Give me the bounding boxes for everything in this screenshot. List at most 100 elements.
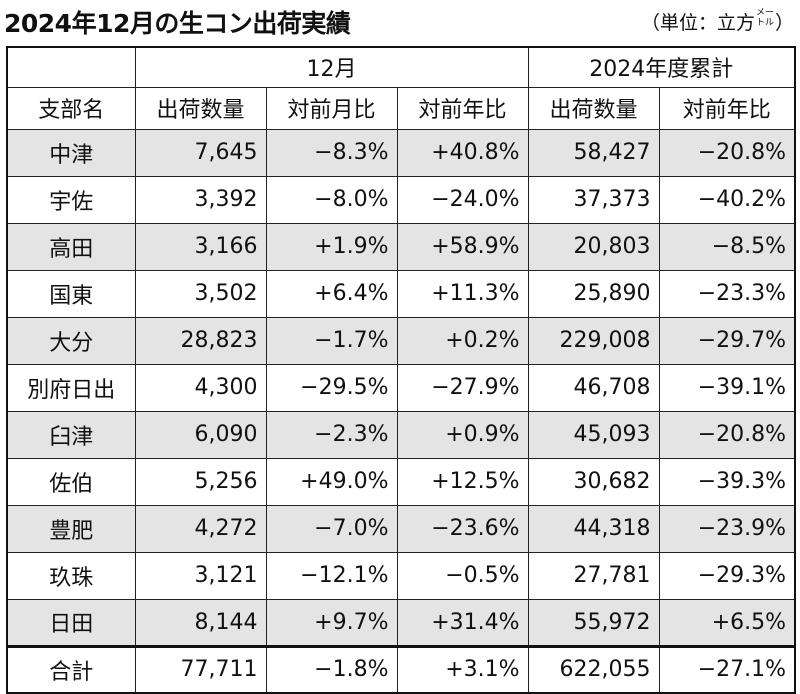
group-header-blank: [6, 46, 136, 88]
group-header-fiscal-cumulative: 2024年度累計: [527, 46, 796, 88]
dec-mom-cell: −12.1%: [265, 551, 398, 600]
column-header: 出荷数量: [527, 86, 660, 130]
dec-volume-cell: 4,300: [134, 363, 267, 412]
dec-mom-cell: +1.9%: [265, 222, 398, 271]
branch-name-cell: 臼津: [6, 410, 136, 459]
table-body: 中津 7,645 −8.3% +40.8% 58,427 −20.8% 宇佐 3,392 −8.…: [6, 128, 796, 694]
group-header-row: 12月 2024年度累計: [6, 46, 796, 88]
column-header: 出荷数量: [134, 86, 267, 130]
ytd-yoy-cell: −29.7%: [658, 316, 796, 365]
column-header: 対前年比: [396, 86, 529, 130]
branch-name-cell: 高田: [6, 222, 136, 271]
dec-yoy-cell: −24.0%: [396, 175, 529, 224]
branch-name-cell: 中津: [6, 128, 136, 177]
branch-name-cell: 佐伯: [6, 457, 136, 506]
branch-name-cell: 国東: [6, 269, 136, 318]
total-dec-volume-cell: 77,711: [134, 644, 267, 694]
column-header-row: 支部名 出荷数量 対前月比 対前年比 出荷数量 対前年比: [6, 86, 796, 130]
group-header-december: 12月: [134, 46, 529, 88]
branch-name-cell: 宇佐: [6, 175, 136, 224]
table-row: 玖珠 3,121 −12.1% −0.5% 27,781 −29.3%: [6, 551, 796, 600]
dec-volume-cell: 3,166: [134, 222, 267, 271]
dec-yoy-cell: −0.5%: [396, 551, 529, 600]
dec-volume-cell: 8,144: [134, 598, 267, 647]
dec-volume-cell: 5,256: [134, 457, 267, 506]
dec-volume-cell: 7,645: [134, 128, 267, 177]
dec-mom-cell: +49.0%: [265, 457, 398, 506]
dec-mom-cell: −7.0%: [265, 504, 398, 553]
ytd-volume-cell: 44,318: [527, 504, 660, 553]
dec-yoy-cell: −23.6%: [396, 504, 529, 553]
dec-yoy-cell: +11.3%: [396, 269, 529, 318]
unit-note-close: ）: [774, 12, 794, 34]
dec-mom-cell: +6.4%: [265, 269, 398, 318]
branch-name-cell: 大分: [6, 316, 136, 365]
ytd-volume-cell: 27,781: [527, 551, 660, 600]
column-header: 支部名: [6, 86, 136, 130]
branch-name-cell: 豊肥: [6, 504, 136, 553]
dec-volume-cell: 4,272: [134, 504, 267, 553]
dec-mom-cell: −8.3%: [265, 128, 398, 177]
dec-mom-cell: −2.3%: [265, 410, 398, 459]
table-row: 佐伯 5,256 +49.0% +12.5% 30,682 −39.3%: [6, 457, 796, 506]
ytd-yoy-cell: −29.3%: [658, 551, 796, 600]
table-row: 中津 7,645 −8.3% +40.8% 58,427 −20.8%: [6, 128, 796, 177]
dec-yoy-cell: +0.2%: [396, 316, 529, 365]
total-dec-mom-cell: −1.8%: [265, 644, 398, 694]
unit-meter-top: メー: [755, 8, 774, 18]
ytd-yoy-cell: +6.5%: [658, 598, 796, 647]
dec-volume-cell: 3,392: [134, 175, 267, 224]
ytd-yoy-cell: −39.1%: [658, 363, 796, 412]
ytd-volume-cell: 30,682: [527, 457, 660, 506]
dec-yoy-cell: +40.8%: [396, 128, 529, 177]
unit-meter-stack: メー トル: [756, 8, 774, 28]
branch-name-cell: 日田: [6, 598, 136, 647]
branch-name-cell: 別府日出: [6, 363, 136, 412]
table-row: 別府日出 4,300 −29.5% −27.9% 46,708 −39.1%: [6, 363, 796, 412]
unit-note: （単位：立方 メー トル ）: [641, 8, 794, 35]
table-row: 高田 3,166 +1.9% +58.9% 20,803 −8.5%: [6, 222, 796, 271]
total-dec-yoy-cell: +3.1%: [396, 644, 529, 694]
table-row: 宇佐 3,392 −8.0% −24.0% 37,373 −40.2%: [6, 175, 796, 224]
ytd-volume-cell: 45,093: [527, 410, 660, 459]
dec-mom-cell: −29.5%: [265, 363, 398, 412]
dec-volume-cell: 3,121: [134, 551, 267, 600]
total-ytd-yoy-cell: −27.1%: [658, 644, 796, 694]
unit-note-text: （単位：立方: [640, 12, 755, 34]
dec-volume-cell: 3,502: [134, 269, 267, 318]
dec-yoy-cell: +12.5%: [396, 457, 529, 506]
column-header: 対前月比: [265, 86, 398, 130]
dec-volume-cell: 6,090: [134, 410, 267, 459]
dec-yoy-cell: +31.4%: [396, 598, 529, 647]
ytd-yoy-cell: −8.5%: [658, 222, 796, 271]
dec-yoy-cell: −27.9%: [396, 363, 529, 412]
ytd-volume-cell: 20,803: [527, 222, 660, 271]
ytd-yoy-cell: −23.9%: [658, 504, 796, 553]
dec-mom-cell: +9.7%: [265, 598, 398, 647]
table-row: 豊肥 4,272 −7.0% −23.6% 44,318 −23.9%: [6, 504, 796, 553]
table-row: 大分 28,823 −1.7% +0.2% 229,008 −29.7%: [6, 316, 796, 365]
ytd-yoy-cell: −40.2%: [658, 175, 796, 224]
table-row: 臼津 6,090 −2.3% +0.9% 45,093 −20.8%: [6, 410, 796, 459]
dec-mom-cell: −8.0%: [265, 175, 398, 224]
table-row: 国東 3,502 +6.4% +11.3% 25,890 −23.3%: [6, 269, 796, 318]
title-bar: 2024年12月の生コン出荷実績 （単位：立方 メー トル ）: [0, 0, 800, 46]
dec-yoy-cell: +58.9%: [396, 222, 529, 271]
ytd-volume-cell: 25,890: [527, 269, 660, 318]
ytd-volume-cell: 229,008: [527, 316, 660, 365]
unit-meter-bottom: トル: [755, 18, 774, 28]
ytd-yoy-cell: −20.8%: [658, 128, 796, 177]
ytd-yoy-cell: −20.8%: [658, 410, 796, 459]
ytd-yoy-cell: −23.3%: [658, 269, 796, 318]
page-title: 2024年12月の生コン出荷実績: [4, 9, 351, 38]
total-branch-name-cell: 合計: [6, 644, 136, 694]
ytd-volume-cell: 46,708: [527, 363, 660, 412]
branch-name-cell: 玖珠: [6, 551, 136, 600]
dec-yoy-cell: +0.9%: [396, 410, 529, 459]
shipment-table: 12月 2024年度累計 支部名 出荷数量 対前月比 対前年比 出荷数量 対前年…: [6, 46, 797, 694]
ytd-yoy-cell: −39.3%: [658, 457, 796, 506]
table-row: 日田 8,144 +9.7% +31.4% 55,972 +6.5%: [6, 598, 796, 647]
ytd-volume-cell: 55,972: [527, 598, 660, 647]
total-row: 合計 77,711 −1.8% +3.1% 622,055 −27.1%: [6, 644, 796, 694]
column-header: 対前年比: [658, 86, 796, 130]
